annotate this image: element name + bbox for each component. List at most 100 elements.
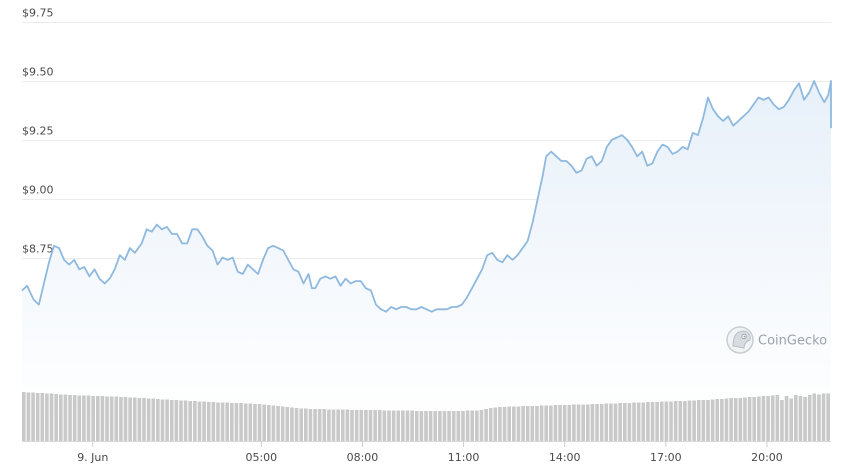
volume-bar bbox=[530, 406, 535, 441]
volume-bar bbox=[798, 396, 803, 441]
coingecko-gecko-icon bbox=[726, 326, 754, 354]
volume-bar bbox=[49, 393, 54, 441]
volume-bar bbox=[401, 410, 405, 441]
volume-bar bbox=[146, 398, 151, 441]
volume-bar bbox=[567, 405, 572, 441]
volume-bar bbox=[54, 394, 58, 441]
volume-bar bbox=[206, 402, 211, 441]
price-series-line bbox=[21, 80, 832, 313]
volume-bar bbox=[58, 394, 63, 441]
volume-bar bbox=[553, 405, 558, 441]
volume-bar bbox=[659, 401, 664, 441]
volume-bar bbox=[95, 396, 100, 441]
volume-bar bbox=[183, 400, 188, 441]
volume-bar bbox=[498, 407, 502, 441]
volume-bar bbox=[336, 409, 340, 441]
volume-bar bbox=[720, 399, 724, 441]
volume-bar bbox=[715, 399, 720, 441]
x-axis-labels: 9. Jun 05:00 08:00 11:00 14:00 17:00 20:00 bbox=[77, 441, 783, 464]
volume-bar bbox=[299, 408, 303, 441]
volume-bar bbox=[262, 404, 267, 441]
x-tick-label: 14:00 bbox=[549, 451, 581, 464]
volume-bar bbox=[706, 400, 710, 441]
volume-bar bbox=[424, 411, 428, 441]
volume-bar bbox=[225, 402, 230, 441]
volume-bar bbox=[285, 407, 290, 441]
volume-bar bbox=[817, 394, 821, 441]
volume-bar bbox=[683, 401, 687, 441]
volume-bar bbox=[294, 408, 299, 441]
volume-bar bbox=[405, 410, 410, 441]
volume-bar bbox=[692, 400, 696, 441]
volume-bar bbox=[488, 408, 493, 441]
volume-bar bbox=[618, 403, 622, 441]
volume-bar bbox=[428, 411, 433, 441]
volume-bar bbox=[72, 395, 77, 441]
volume-bar bbox=[442, 411, 447, 441]
volume-bar bbox=[109, 396, 114, 441]
volume-bar bbox=[327, 409, 331, 441]
volume-bar bbox=[359, 410, 364, 441]
volume-bar bbox=[253, 404, 257, 441]
volume-bar bbox=[576, 404, 581, 441]
volume-bar bbox=[331, 409, 336, 441]
coingecko-watermark: CoinGecko bbox=[726, 326, 827, 354]
volume-bar bbox=[31, 392, 35, 441]
volume-bar bbox=[479, 410, 484, 441]
volume-bar bbox=[165, 399, 169, 441]
volume-bar bbox=[151, 398, 156, 441]
volume-bar bbox=[599, 404, 604, 441]
volume-bar bbox=[193, 401, 197, 441]
volume-bar bbox=[743, 397, 747, 441]
volume-bar bbox=[701, 400, 706, 441]
volume-bar bbox=[770, 395, 775, 441]
volume-bar bbox=[807, 395, 812, 441]
volume-bar bbox=[123, 397, 128, 441]
volume-bar bbox=[609, 403, 613, 441]
volume-bar bbox=[729, 398, 733, 441]
volume-bar bbox=[345, 409, 350, 441]
volume-bar bbox=[308, 409, 313, 441]
volume-bar bbox=[752, 397, 757, 441]
volume-bar bbox=[271, 405, 276, 441]
volume-bar bbox=[63, 394, 68, 441]
volume-bar bbox=[507, 406, 512, 441]
volume-bar bbox=[789, 398, 794, 441]
volume-bar bbox=[322, 409, 327, 441]
price-line bbox=[21, 80, 832, 313]
volume-bar bbox=[128, 397, 132, 441]
volume-bar bbox=[387, 410, 391, 441]
volume-bar bbox=[368, 410, 373, 441]
volume-bar bbox=[664, 401, 669, 441]
volume-bar bbox=[350, 410, 354, 441]
volume-bar bbox=[475, 410, 479, 441]
volume-bar bbox=[595, 404, 599, 441]
volume-bar bbox=[22, 392, 26, 441]
volume-bar bbox=[451, 411, 456, 441]
volume-bar bbox=[35, 393, 40, 441]
volume-bar bbox=[100, 396, 105, 441]
watermark-text: CoinGecko bbox=[758, 334, 827, 349]
volume-bar bbox=[433, 411, 438, 441]
volume-bar bbox=[132, 397, 137, 441]
x-tick-label: 05:00 bbox=[245, 451, 277, 464]
volume-bar bbox=[761, 396, 766, 441]
volume-bar bbox=[40, 393, 45, 441]
volume-bar bbox=[220, 402, 225, 441]
volume-bar bbox=[391, 410, 396, 441]
volume-bar bbox=[535, 406, 539, 441]
volume-bar bbox=[673, 401, 678, 441]
volume-bar bbox=[484, 409, 488, 441]
x-tick-label: 11:00 bbox=[448, 451, 480, 464]
volume-bar bbox=[562, 405, 567, 441]
volume-bar bbox=[438, 411, 442, 441]
x-tick-label: 20:00 bbox=[751, 451, 783, 464]
volume-bar bbox=[780, 400, 784, 441]
volume-bar bbox=[585, 404, 590, 441]
y-tick-label: $8.75 bbox=[22, 243, 54, 256]
volume-bar bbox=[447, 411, 451, 441]
volume-bar bbox=[86, 395, 91, 441]
volume-bar bbox=[105, 396, 109, 441]
volume-bar bbox=[581, 404, 585, 441]
volume-bar bbox=[461, 411, 465, 441]
